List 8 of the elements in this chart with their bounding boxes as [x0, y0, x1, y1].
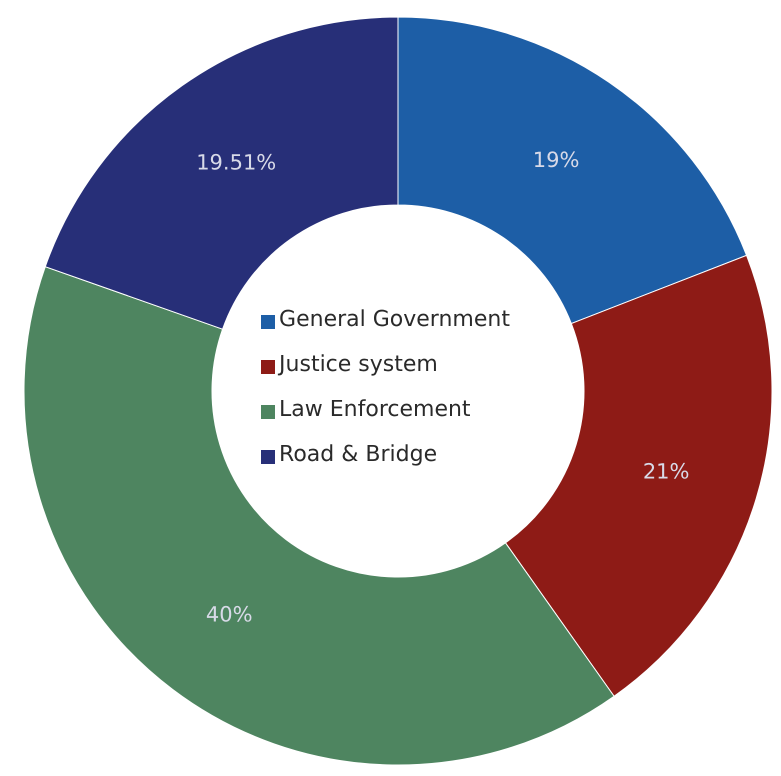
- data-label: 40%: [206, 602, 253, 626]
- data-label: 19%: [532, 148, 580, 172]
- legend-label: General Government: [279, 307, 510, 332]
- legend-label: Law Enforcement: [279, 397, 471, 422]
- legend-label: Justice system: [279, 352, 438, 377]
- data-label: 19.51%: [196, 150, 276, 174]
- legend-label: Road & Bridge: [279, 442, 438, 467]
- data-label: 21%: [642, 460, 690, 484]
